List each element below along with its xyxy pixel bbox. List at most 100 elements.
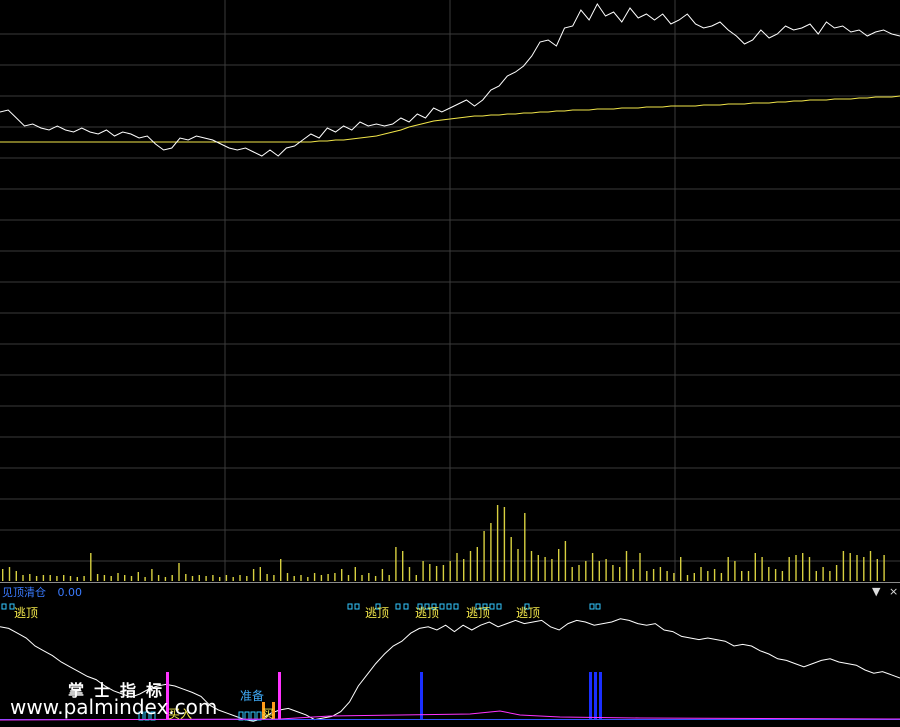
volume-bar (2, 569, 4, 581)
volume-bar (876, 559, 878, 581)
volume-bar (530, 551, 533, 581)
top-marker (9, 603, 15, 610)
top-marker (439, 603, 445, 610)
volume-bar (571, 567, 573, 581)
volume-bar (49, 575, 51, 581)
volume-bar (361, 575, 363, 581)
volume-bar (490, 523, 492, 581)
volume-bar (252, 569, 255, 581)
buy-signal-label: 买入 (168, 707, 193, 721)
volume-bar (768, 567, 770, 581)
top-marker (417, 603, 423, 610)
volume-bar (707, 571, 709, 581)
signal-bar (594, 672, 597, 720)
top-marker (453, 603, 459, 610)
volume-bar (381, 569, 384, 581)
volume-bar (29, 574, 31, 581)
volume-bar (83, 576, 85, 581)
signal-bar (420, 672, 423, 720)
volume-bar (795, 555, 797, 581)
volume-bar (612, 565, 614, 581)
volume-bar (869, 551, 872, 581)
volume-bar (585, 561, 587, 581)
top-marker (354, 603, 360, 610)
volume-bar (408, 567, 411, 581)
volume-bar (415, 575, 417, 581)
volume-bar (151, 569, 153, 581)
volume-bar (652, 569, 655, 581)
volume-bar (469, 551, 472, 581)
volume-bar (117, 573, 119, 581)
volume-bar (185, 574, 187, 581)
signal-bar (589, 672, 592, 720)
indicator-name: 见顶清仓 (2, 586, 46, 599)
volume-bar (829, 571, 831, 581)
volume-bar (368, 573, 370, 581)
volume-bar (246, 576, 248, 581)
volume-bar (8, 567, 11, 581)
volume-bar (591, 553, 594, 581)
volume-bar (680, 557, 682, 581)
close-icon[interactable]: × (889, 585, 899, 598)
volume-bar (137, 572, 139, 581)
grid-lines (0, 0, 900, 583)
volume-bar (856, 555, 858, 581)
top-signal-label: 逃顶 (14, 606, 39, 620)
magenta-line (0, 710, 900, 721)
volume-bar (313, 573, 316, 581)
volume-bar (646, 571, 648, 581)
volume-bar (808, 557, 811, 581)
volume-bar (96, 574, 99, 581)
volume-bar (15, 571, 17, 581)
dropdown-icon[interactable]: ▼ (872, 585, 881, 598)
volume-bar (693, 573, 695, 581)
volume-bar (354, 567, 356, 581)
price-panel (0, 3, 900, 157)
average-price-line (0, 95, 900, 143)
volume-bar (212, 575, 214, 581)
volume-bar (320, 575, 323, 581)
volume-bar (232, 577, 234, 581)
volume-bar (659, 567, 662, 581)
volume-bar (456, 553, 458, 581)
volume-bar (700, 567, 702, 581)
volume-bar (449, 561, 451, 581)
volume-bar (103, 575, 106, 581)
volume-bar (524, 513, 526, 581)
volume-bar (110, 576, 112, 581)
volume-bar (286, 573, 289, 581)
volume-bar (374, 576, 377, 581)
volume-bar (130, 576, 133, 581)
volume-bar (815, 571, 817, 581)
volume-bar (334, 573, 336, 581)
indicator-title[interactable]: 见顶清仓 0.00 (2, 584, 82, 600)
volume-bar (673, 573, 675, 581)
volume-bar (327, 574, 329, 581)
volume-bar (225, 575, 228, 581)
volume-bar (178, 563, 180, 581)
volume-bar (219, 577, 221, 581)
volume-bar (191, 576, 194, 581)
prepare-signal-label: 准备 (240, 689, 265, 703)
volume-bar (90, 553, 92, 581)
signal-bar (599, 672, 602, 720)
top-marker (395, 603, 401, 610)
volume-bar (402, 551, 404, 581)
top-signal-label: 逃顶 (365, 606, 390, 620)
volume-bar (273, 575, 275, 581)
volume-bar (395, 547, 397, 581)
top-marker (424, 603, 430, 610)
volume-bar (754, 553, 756, 581)
volume-bar (280, 559, 282, 581)
volume-bar (558, 549, 560, 581)
volume-bar (503, 507, 506, 581)
volume-bar (720, 573, 723, 581)
volume-bar (205, 576, 207, 581)
volume-bar (747, 571, 750, 581)
volume-bar (157, 575, 160, 581)
volume-bar (883, 555, 885, 581)
volume-bar (347, 575, 350, 581)
volume-bar (429, 564, 431, 581)
volume-bar (22, 575, 24, 581)
